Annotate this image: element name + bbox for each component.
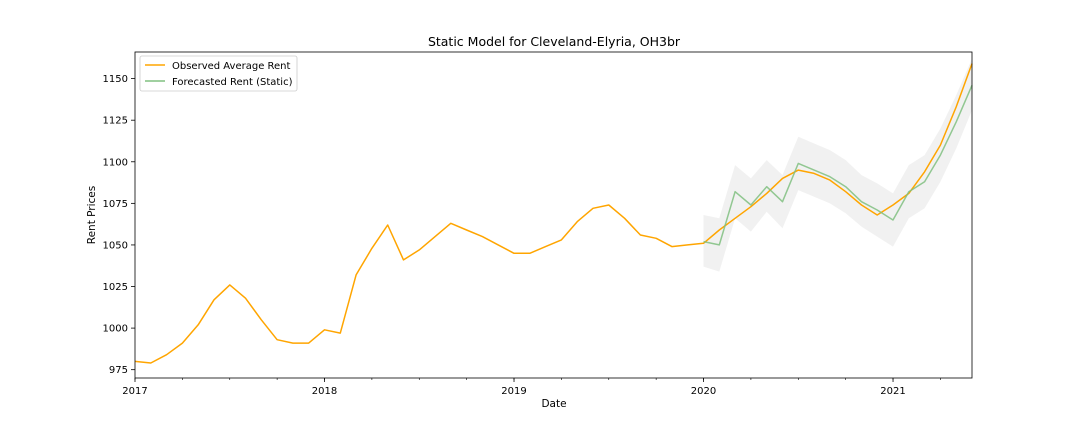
- series-line-0: [134, 63, 973, 364]
- legend-label-forecast: Forecasted Rent (Static): [172, 77, 293, 88]
- x-tick-label: 2021: [880, 386, 905, 397]
- y-tick-label: 1125: [103, 116, 128, 127]
- legend-box: [139, 55, 298, 92]
- x-axis-label: Date: [541, 398, 566, 410]
- plot-area: [134, 58, 973, 364]
- axes-frame: [134, 51, 973, 379]
- y-tick-label: 1150: [103, 74, 128, 85]
- y-tick-label: 1000: [103, 324, 128, 335]
- y-axis: 975 1000 1025 1050 1075 1100 1125 1150: [103, 74, 135, 376]
- y-tick-label: 975: [109, 365, 128, 376]
- x-tick-label: 2017: [122, 386, 147, 397]
- series-line-1: [703, 85, 973, 246]
- y-tick-label: 1050: [103, 240, 128, 251]
- x-tick-label: 2018: [312, 386, 337, 397]
- legend-label-observed: Observed Average Rent: [172, 61, 291, 72]
- x-tick-label: 2020: [691, 386, 716, 397]
- confidence-band: [703, 58, 972, 272]
- y-tick-label: 1075: [103, 199, 128, 210]
- y-tick-label: 1100: [103, 157, 128, 168]
- x-tick-label: 2019: [501, 386, 526, 397]
- chart-title: Static Model for Cleveland-Elyria, OH3br: [428, 34, 681, 49]
- y-tick-label: 1025: [103, 282, 128, 293]
- y-axis-label: Rent Prices: [86, 186, 98, 244]
- legend: Observed Average Rent Forecasted Rent (S…: [139, 55, 298, 92]
